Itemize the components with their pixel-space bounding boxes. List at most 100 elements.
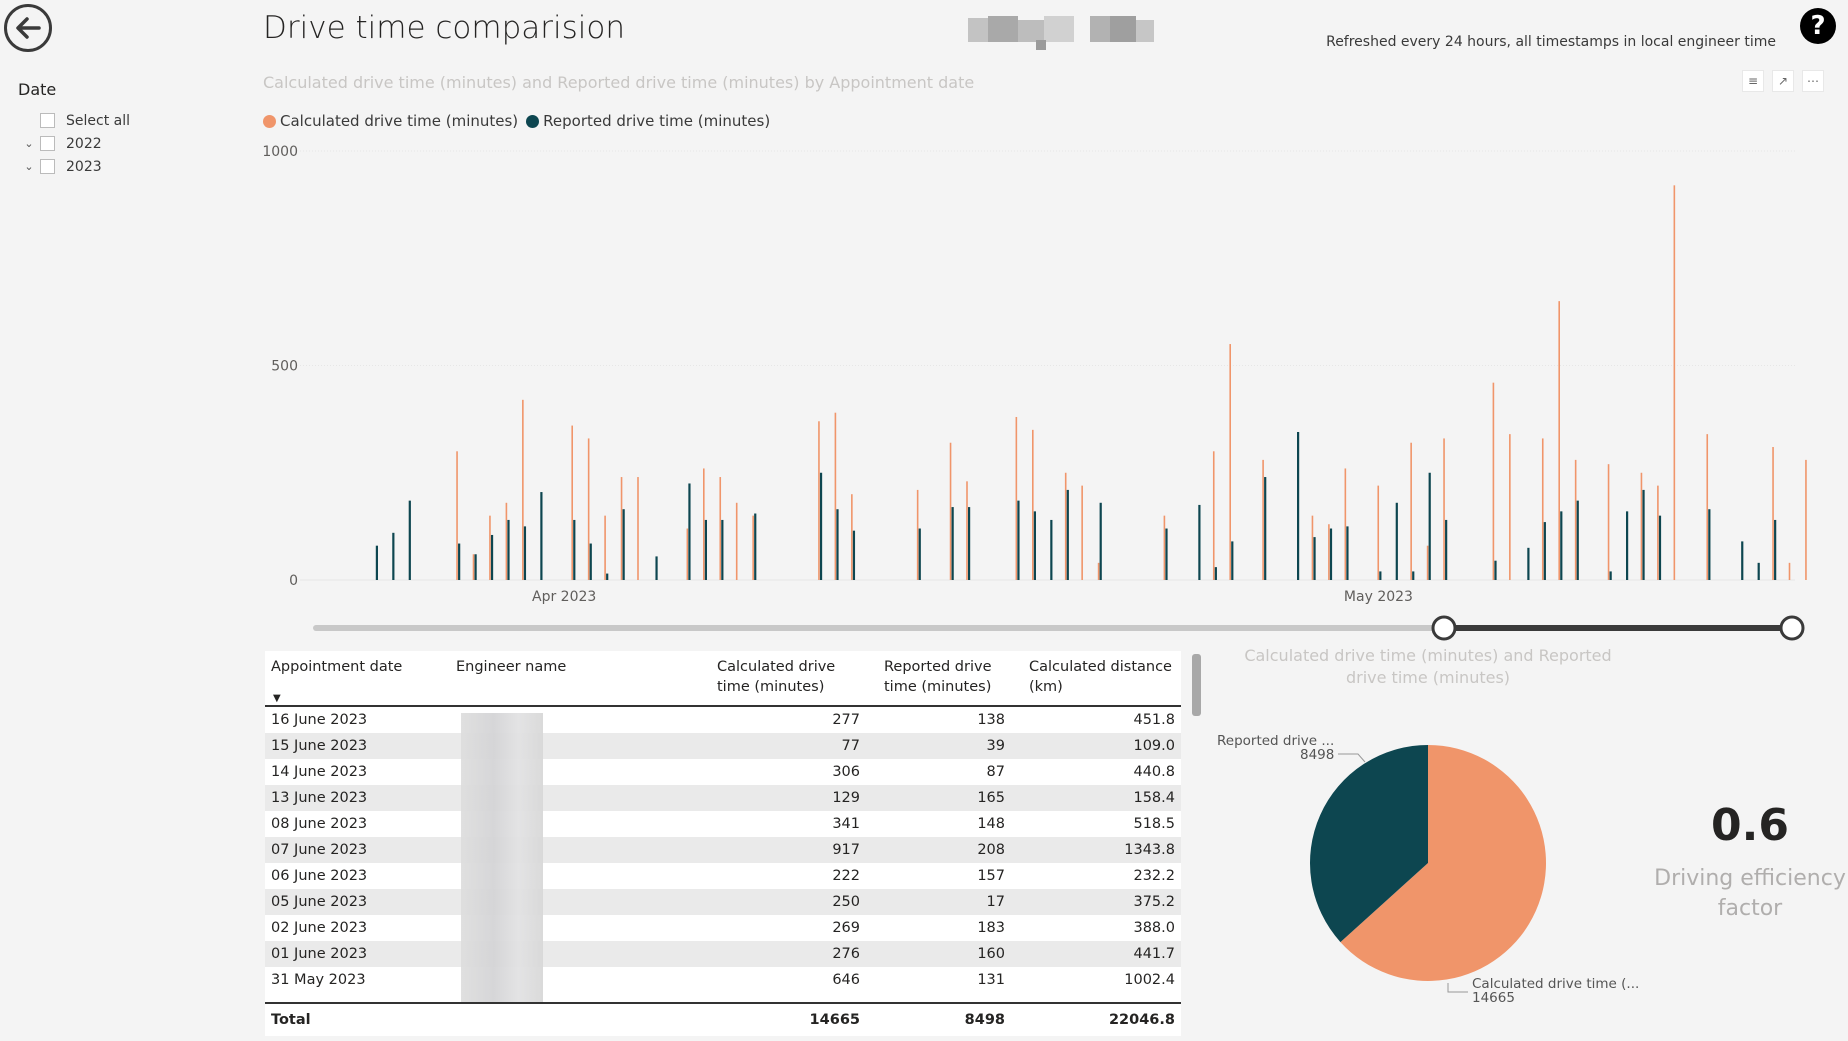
bar-calculated [1262, 459, 1264, 580]
bar-chart-title: Calculated drive time (minutes) and Repo… [263, 73, 975, 92]
filter-icon[interactable]: ≡ [1742, 70, 1764, 92]
sort-descending-icon[interactable]: ▼ [273, 693, 281, 704]
table-cell: 269 [832, 920, 860, 936]
table-row[interactable]: 14 June 2023 306 87 440.8 [265, 759, 1181, 785]
bar-reported [819, 472, 823, 580]
bar-calculated [703, 468, 705, 580]
bar-reported [1099, 502, 1102, 580]
bar-calculated [1081, 485, 1083, 580]
column-header[interactable]: Engineer name [456, 659, 567, 675]
refresh-note: Refreshed every 24 hours, all timestamps… [1326, 34, 1776, 50]
bar-chart-legend: Calculated drive time (minutes) Reported… [263, 112, 770, 130]
pie-slice[interactable] [1310, 745, 1428, 943]
help-icon[interactable]: ? [1800, 8, 1836, 44]
bar-reported [622, 509, 625, 580]
table-cell: 277 [832, 712, 860, 728]
chevron-down-icon[interactable]: ⌄ [24, 137, 34, 150]
table-cell: 165 [977, 790, 1005, 806]
checkbox[interactable] [40, 113, 55, 128]
bar-reported [540, 492, 543, 580]
legend-label: Calculated drive time (minutes) [280, 112, 519, 130]
table-cell: 157 [977, 868, 1005, 884]
legend-dot [526, 114, 540, 128]
more-options-icon[interactable]: ⋯ [1802, 70, 1824, 92]
bar-reported [1313, 537, 1316, 580]
table-row[interactable]: 16 June 2023 277 138 451.8 [265, 707, 1181, 733]
total-reported: 8498 [964, 1012, 1005, 1028]
table-cell: 13 June 2023 [271, 790, 368, 806]
table-cell: 16 June 2023 [271, 712, 368, 728]
bar-calculated [1443, 438, 1445, 580]
pie-label-reported: Reported drive ... 8498 [1217, 734, 1334, 762]
bar-reported [688, 483, 691, 580]
bar-calculated [1163, 515, 1166, 580]
column-header[interactable]: Appointment date [271, 659, 403, 675]
table-cell: 01 June 2023 [271, 946, 368, 962]
bar-reported [1214, 567, 1217, 580]
checkbox[interactable] [40, 136, 55, 151]
table-row[interactable]: 13 June 2023 129 165 158.4 [265, 785, 1181, 811]
table-scrollbar[interactable] [1192, 654, 1201, 716]
column-header[interactable]: Calculated drive time (minutes) [717, 659, 836, 695]
column-header[interactable]: Reported drive time (minutes) [884, 659, 992, 695]
table-row[interactable]: 08 June 2023 341 148 518.5 [265, 811, 1181, 837]
table-cell: 917 [832, 842, 860, 858]
table-row[interactable]: 02 June 2023 269 183 388.0 [265, 915, 1181, 941]
legend-label: Reported drive time (minutes) [543, 112, 771, 130]
column-header[interactable]: Calculated distance (km) [1029, 659, 1172, 695]
visual-header-tools: ≡ ↗ ⋯ [1742, 70, 1824, 92]
bar-calculated [456, 451, 458, 580]
bar-reported [375, 545, 378, 580]
table-cell: 138 [977, 712, 1005, 728]
table-cell: 109.0 [1133, 738, 1175, 754]
table-row[interactable]: 07 June 2023 917 208 1343.8 [265, 837, 1181, 863]
table-cell: 158.4 [1133, 790, 1175, 806]
table-body: 16 June 2023 277 138 451.8 15 June 2023 77 39 1… [265, 707, 1181, 993]
chevron-down-icon[interactable]: ⌄ [24, 160, 34, 173]
bar-calculated [1344, 468, 1347, 580]
table-row[interactable]: 31 May 2023 646 131 1002.4 [265, 967, 1181, 993]
bar-reported [573, 519, 576, 580]
slicer-item-select-all[interactable]: Select all [18, 109, 218, 132]
bar-calculated [834, 412, 837, 580]
bar-reported [836, 509, 839, 580]
bar-reported [1033, 511, 1036, 580]
bar-calculated [1541, 438, 1544, 580]
pie-slice[interactable] [1340, 745, 1546, 981]
date-range-start-handle[interactable] [1431, 615, 1457, 641]
bar-calculated [1015, 416, 1018, 580]
y-tick-label: 500 [271, 359, 298, 375]
legend-item-calculated[interactable]: Calculated drive time (minutes) [263, 112, 518, 130]
legend-item-reported[interactable]: Reported drive time (minutes) [526, 112, 770, 130]
pie-leader-line [1447, 983, 1468, 993]
slicer-item-2023[interactable]: ⌄ 2023 [18, 155, 218, 178]
bar-reported [1017, 500, 1020, 580]
bar-reported [1231, 541, 1234, 580]
table-total-row: Total 14665 8498 22046.8 [265, 1002, 1181, 1036]
bar-reported [1642, 489, 1645, 580]
table-cell: 441.7 [1133, 946, 1175, 962]
table-row[interactable]: 05 June 2023 250 17 375.2 [265, 889, 1181, 915]
table-cell: 250 [832, 894, 860, 910]
table-cell: 77 [841, 738, 860, 754]
bar-calculated [1772, 447, 1774, 580]
date-range-end-handle[interactable] [1779, 615, 1805, 641]
back-button[interactable] [4, 4, 52, 52]
bar-reported [1774, 519, 1777, 580]
table-cell: 08 June 2023 [271, 816, 368, 832]
table-row[interactable]: 01 June 2023 276 160 441.7 [265, 941, 1181, 967]
bar-reported [589, 543, 592, 580]
table-row[interactable]: 15 June 2023 77 39 109.0 [265, 733, 1181, 759]
bar-calculated [1607, 464, 1610, 580]
table-cell: 17 [986, 894, 1005, 910]
table-header: Appointment date Engineer name Calculate… [265, 651, 1181, 707]
checkbox[interactable] [40, 159, 55, 174]
focus-mode-icon[interactable]: ↗ [1772, 70, 1794, 92]
slicer-item-2022[interactable]: ⌄ 2022 [18, 132, 218, 155]
bar-calculated [1410, 442, 1412, 580]
table-cell: 208 [977, 842, 1005, 858]
bar-reported [1527, 547, 1530, 580]
table-row[interactable]: 06 June 2023 222 157 232.2 [265, 863, 1181, 889]
arrow-left-icon [16, 17, 41, 39]
